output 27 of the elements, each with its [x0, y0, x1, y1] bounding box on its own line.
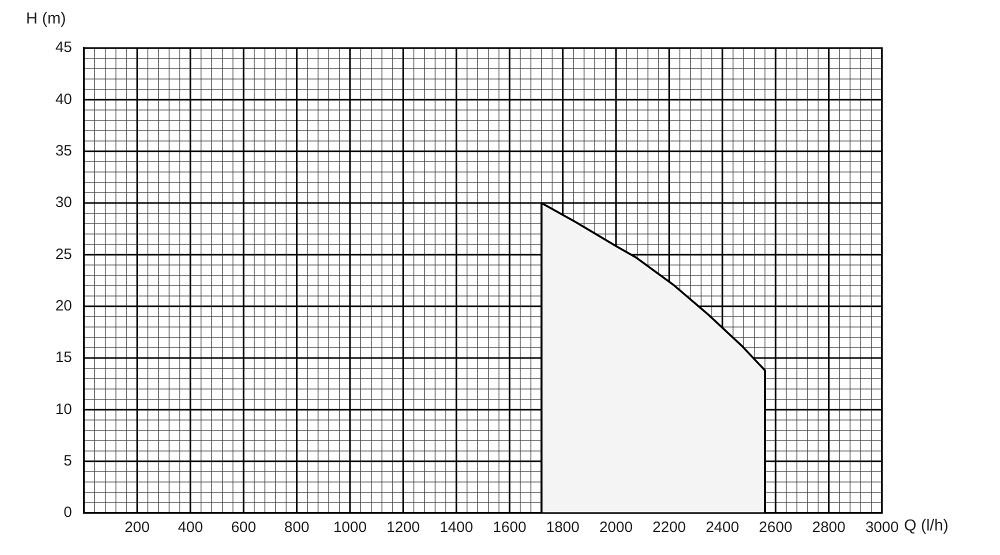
x-tick-label: 2000 — [599, 519, 633, 536]
x-tick-label: 1400 — [440, 519, 474, 536]
x-tick-label: 2800 — [812, 519, 846, 536]
y-tick-label: 30 — [55, 194, 72, 212]
x-tick-label: 400 — [178, 519, 203, 536]
x-tick-label: 1800 — [546, 519, 580, 536]
x-tick-label: 1600 — [492, 519, 526, 536]
y-tick-label: 25 — [55, 246, 72, 263]
x-tick-label: 2400 — [706, 519, 740, 536]
x-tick-label: 2600 — [758, 519, 792, 536]
x-tick-label: 2200 — [652, 519, 686, 536]
y-axis-title: H (m) — [26, 10, 66, 28]
y-tick-label: 5 — [64, 452, 72, 470]
x-tick-label: 1000 — [333, 519, 367, 536]
x-tick-label: 600 — [231, 519, 256, 536]
y-tick-label: 15 — [55, 349, 72, 366]
y-tick-label: 35 — [55, 142, 72, 160]
y-tick-label: 45 — [55, 39, 72, 56]
x-tick-label: 1200 — [386, 519, 420, 536]
x-tick-label: 200 — [124, 519, 150, 536]
x-axis-title: Q (l/h) — [904, 517, 948, 534]
x-tick-label: 3000 — [865, 519, 899, 536]
y-tick-label: 40 — [55, 90, 72, 108]
y-tick-label: 20 — [55, 297, 72, 314]
y-tick-label: 0 — [64, 504, 72, 522]
y-tick-label: 10 — [55, 400, 72, 418]
x-tick-label: 800 — [284, 519, 310, 536]
